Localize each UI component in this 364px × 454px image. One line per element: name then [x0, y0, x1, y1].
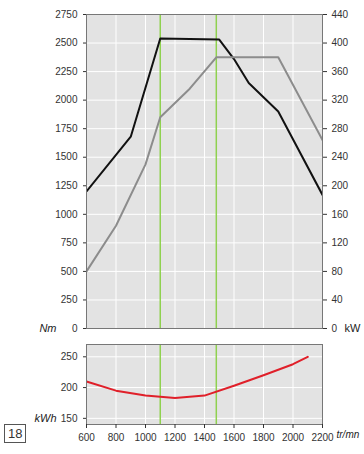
svg-text:1000: 1000 [134, 432, 157, 443]
svg-text:250: 250 [61, 351, 78, 362]
svg-text:1400: 1400 [193, 432, 216, 443]
svg-text:160: 160 [332, 209, 349, 220]
svg-text:kWh: kWh [35, 412, 57, 424]
svg-text:400: 400 [332, 37, 349, 48]
svg-text:1750: 1750 [55, 123, 78, 134]
svg-text:1200: 1200 [164, 432, 187, 443]
svg-text:250: 250 [61, 294, 78, 305]
svg-text:320: 320 [332, 94, 349, 105]
svg-text:1800: 1800 [252, 432, 275, 443]
svg-text:1000: 1000 [55, 209, 78, 220]
svg-text:0: 0 [332, 323, 338, 334]
svg-text:280: 280 [332, 123, 349, 134]
svg-text:240: 240 [332, 151, 349, 162]
html-text:18: 18 [8, 426, 23, 441]
svg-text:150: 150 [61, 413, 78, 424]
svg-text:2000: 2000 [282, 432, 305, 443]
svg-text:200: 200 [61, 382, 78, 393]
svg-text:2500: 2500 [55, 37, 78, 48]
svg-text:kW: kW [345, 322, 362, 334]
svg-text:600: 600 [78, 432, 95, 443]
svg-text:500: 500 [61, 266, 78, 277]
svg-text:800: 800 [108, 432, 125, 443]
svg-text:750: 750 [61, 237, 78, 248]
svg-text:80: 80 [332, 266, 344, 277]
svg-text:2000: 2000 [55, 94, 78, 105]
svg-text:440: 440 [332, 9, 349, 20]
svg-text:360: 360 [332, 66, 349, 77]
svg-text:2750: 2750 [55, 9, 78, 20]
svg-text:2200: 2200 [311, 432, 334, 443]
svg-text:2250: 2250 [55, 66, 78, 77]
svg-text:tr/mn: tr/mn [337, 429, 360, 440]
svg-text:Nm: Nm [39, 322, 56, 334]
svg-text:1250: 1250 [55, 180, 78, 191]
svg-text:1500: 1500 [55, 151, 78, 162]
svg-text:0: 0 [72, 323, 78, 334]
svg-text:200: 200 [332, 180, 349, 191]
svg-text:40: 40 [332, 294, 344, 305]
svg-text:120: 120 [332, 237, 349, 248]
svg-text:1600: 1600 [223, 432, 246, 443]
